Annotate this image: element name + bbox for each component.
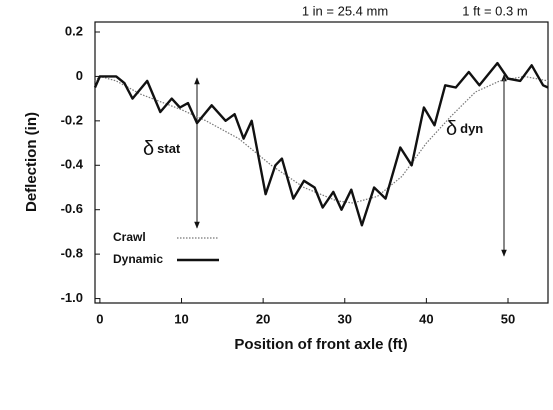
y-tick-label: 0.2 [65,23,83,38]
x-tick-label: 40 [419,311,433,326]
y-tick-label: 0 [76,68,83,83]
delta-subscript: dyn [460,121,483,136]
y-tick-label: -0.2 [61,112,83,127]
series-line [93,61,549,227]
unit-note: 1 in = 25.4 mm [302,3,388,18]
x-tick-label: 10 [174,311,188,326]
delta-subscript: stat [157,141,181,156]
x-tick-label: 50 [501,311,515,326]
x-tick-label: 30 [338,311,352,326]
delta-dyn-label: δ dyn [446,118,483,140]
y-tick-label: -1.0 [61,290,83,305]
delta-stat-label: δ stat [143,138,181,160]
x-axis-label: Position of front axle (ft) [234,336,407,353]
y-tick-label: -0.6 [61,201,83,216]
unit-note: 1 ft = 0.3 m [462,3,527,18]
plot-frame [94,21,549,304]
x-tick-label: 20 [256,311,270,326]
y-tick-label: -0.4 [61,157,84,172]
y-axis-label: Deflection (in) [23,112,40,212]
y-tick-label: -0.8 [61,246,83,261]
x-tick-label: 0 [96,311,103,326]
delta-symbol: δ [143,138,154,160]
delta-symbol: δ [446,118,457,140]
legend-label: Crawl [113,230,146,244]
series-line [94,75,549,204]
legend-label: Dynamic [113,252,163,266]
